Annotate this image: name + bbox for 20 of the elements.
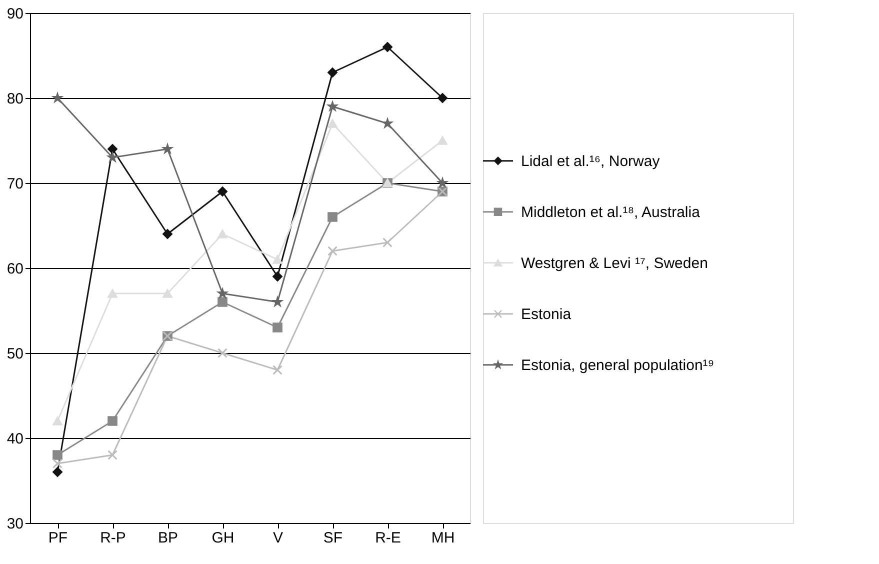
- x-tick-label: V: [272, 530, 284, 546]
- y-tick-label: 50: [6, 346, 24, 362]
- x-tick-label: PF: [48, 530, 68, 546]
- y-tick-label: 70: [6, 176, 24, 192]
- x-tick-label: BP: [158, 530, 178, 546]
- x-tick-label: SF: [323, 530, 343, 546]
- legend-label: Estonia, general population¹⁹: [521, 356, 714, 374]
- x-tick-label: R-P: [100, 530, 126, 546]
- y-tick-label: 30: [6, 516, 24, 532]
- y-tick-label: 40: [6, 430, 24, 448]
- y-tick-label: 60: [6, 260, 24, 278]
- x-tick-label: MH: [431, 530, 455, 546]
- x-tick-label: GH: [212, 530, 234, 546]
- y-tick-label: 90: [6, 6, 24, 22]
- legend-label: Westgren & Levi ¹⁷, Sweden: [521, 254, 708, 272]
- legend-label: Lidal et al.¹⁶, Norway: [521, 152, 660, 170]
- x-tick-label: R-E: [375, 530, 401, 546]
- legend-label: Middleton et al.¹⁸, Australia: [521, 204, 701, 221]
- legend-label: Estonia: [521, 306, 572, 323]
- y-tick-label: 80: [6, 90, 24, 108]
